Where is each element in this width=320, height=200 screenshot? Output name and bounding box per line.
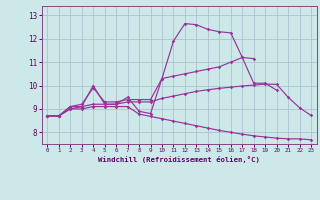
X-axis label: Windchill (Refroidissement éolien,°C): Windchill (Refroidissement éolien,°C)	[98, 156, 260, 163]
